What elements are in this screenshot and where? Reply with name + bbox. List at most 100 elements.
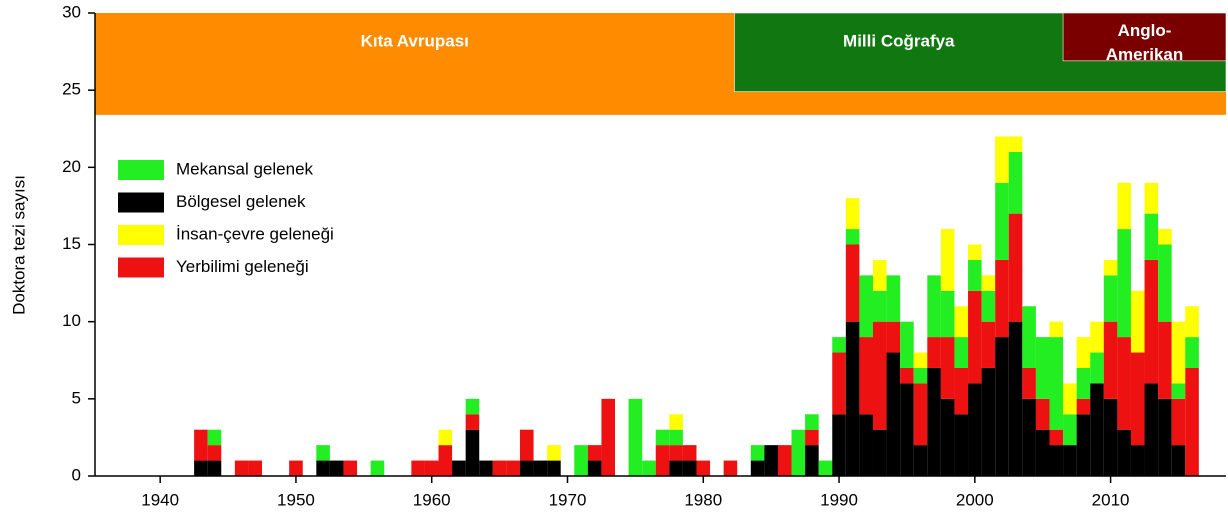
bar-segment (1117, 337, 1131, 430)
bar-segment (832, 337, 846, 353)
bar-segment (1008, 321, 1023, 476)
legend-label: İnsan-çevre geleneği (176, 224, 334, 243)
bar-segment (479, 460, 493, 476)
bar-segment (547, 460, 561, 476)
bar-segment (194, 429, 208, 461)
bar-segment (995, 337, 1009, 476)
bar-segment (682, 460, 697, 476)
bar-segment (859, 275, 873, 338)
y-tick-label: 15 (62, 234, 81, 253)
bar-segment (954, 414, 969, 476)
bar-segment (791, 429, 806, 476)
bar-segment (1049, 337, 1064, 430)
bar-segment (1144, 213, 1159, 260)
bar-segment (1117, 229, 1131, 338)
bar-segment (492, 460, 507, 476)
bar-segment (832, 352, 846, 415)
bar-segment (343, 460, 358, 476)
bar-segment (886, 352, 901, 476)
bar-segment (913, 383, 928, 446)
bar-segment (1063, 383, 1077, 415)
bar-segment (669, 429, 683, 446)
bar-segment (832, 414, 846, 476)
bar-segment (1049, 429, 1064, 446)
bar-segment (777, 445, 792, 476)
period-label: Kıta Avrupası (361, 31, 469, 50)
y-tick-label: 10 (62, 311, 81, 330)
bar-segment (1171, 398, 1186, 446)
bar-segment (1008, 213, 1023, 322)
bar-segment (818, 460, 833, 476)
bar-segment (1144, 383, 1159, 476)
bar-segment (981, 290, 996, 322)
bar-segment (805, 429, 819, 446)
legend-swatch (118, 192, 164, 213)
bar-segment (669, 460, 683, 476)
bar-segment (872, 321, 887, 430)
bar-segment (1076, 337, 1091, 368)
bar-segment (995, 182, 1009, 260)
bar-segment (900, 367, 914, 384)
legend-label: Bölgesel gelenek (176, 192, 306, 211)
bar-segment (1103, 259, 1118, 276)
legend-label: Yerbilimi geleneği (176, 257, 309, 276)
period-band (1062, 12, 1227, 62)
bar-segment (1158, 229, 1172, 245)
x-tick-label: 2010 (1092, 490, 1130, 509)
legend-swatch (118, 257, 164, 278)
bar-segment (872, 290, 887, 322)
bar-segment (981, 367, 996, 476)
bar-segment (628, 398, 643, 476)
legend-label: Mekansal gelenek (176, 159, 314, 178)
x-tick-label: 1980 (684, 490, 722, 509)
bar-segment (1103, 398, 1118, 476)
bar-segment (1076, 367, 1091, 399)
bar-segment (1171, 383, 1186, 399)
bar-segment (316, 460, 330, 476)
bar-segment (995, 136, 1009, 183)
bar-segment (981, 275, 996, 291)
bar-segment (682, 445, 697, 461)
bar-segment (1090, 383, 1104, 476)
bar-segment (954, 306, 969, 338)
bar-segment (968, 290, 982, 384)
bar-segment (981, 321, 996, 368)
bar-segment (764, 445, 778, 476)
bar-segment (587, 460, 602, 476)
bar-segment (859, 337, 873, 415)
bar-segment (289, 460, 303, 476)
bar-segment (1185, 306, 1199, 338)
bar-segment (845, 198, 860, 230)
bar-segment (370, 460, 385, 476)
bar-segment (642, 460, 656, 476)
bar-segment (1103, 321, 1118, 399)
bar-segment (465, 429, 480, 476)
bar-segment (968, 259, 982, 291)
legend-swatch (118, 225, 164, 245)
bar-segment (519, 429, 534, 461)
bar-segment (1008, 136, 1023, 152)
bar-segment (1035, 337, 1050, 399)
bar-segment (1022, 398, 1036, 476)
y-tick-label: 5 (72, 388, 81, 407)
bar-segment (411, 460, 425, 476)
bar-segment (886, 321, 901, 353)
bar-segment (900, 321, 914, 368)
bar-segment (1049, 445, 1064, 476)
bar-segment (1103, 275, 1118, 322)
bar-segment (872, 259, 887, 291)
bar-segment (655, 429, 670, 446)
bar-segment (1185, 337, 1199, 368)
bar-segment (669, 445, 683, 461)
bar-segment (845, 244, 860, 322)
bar-segment (601, 398, 616, 476)
bar-segment (927, 275, 941, 338)
bar-segment (424, 460, 439, 476)
bar-segment (1022, 367, 1036, 399)
bar-segment (845, 321, 860, 476)
bar-segment (750, 445, 765, 461)
bar-segment (452, 460, 466, 476)
bar-segment (655, 445, 670, 476)
bar-segment (519, 460, 534, 476)
bar-segment (723, 460, 738, 476)
